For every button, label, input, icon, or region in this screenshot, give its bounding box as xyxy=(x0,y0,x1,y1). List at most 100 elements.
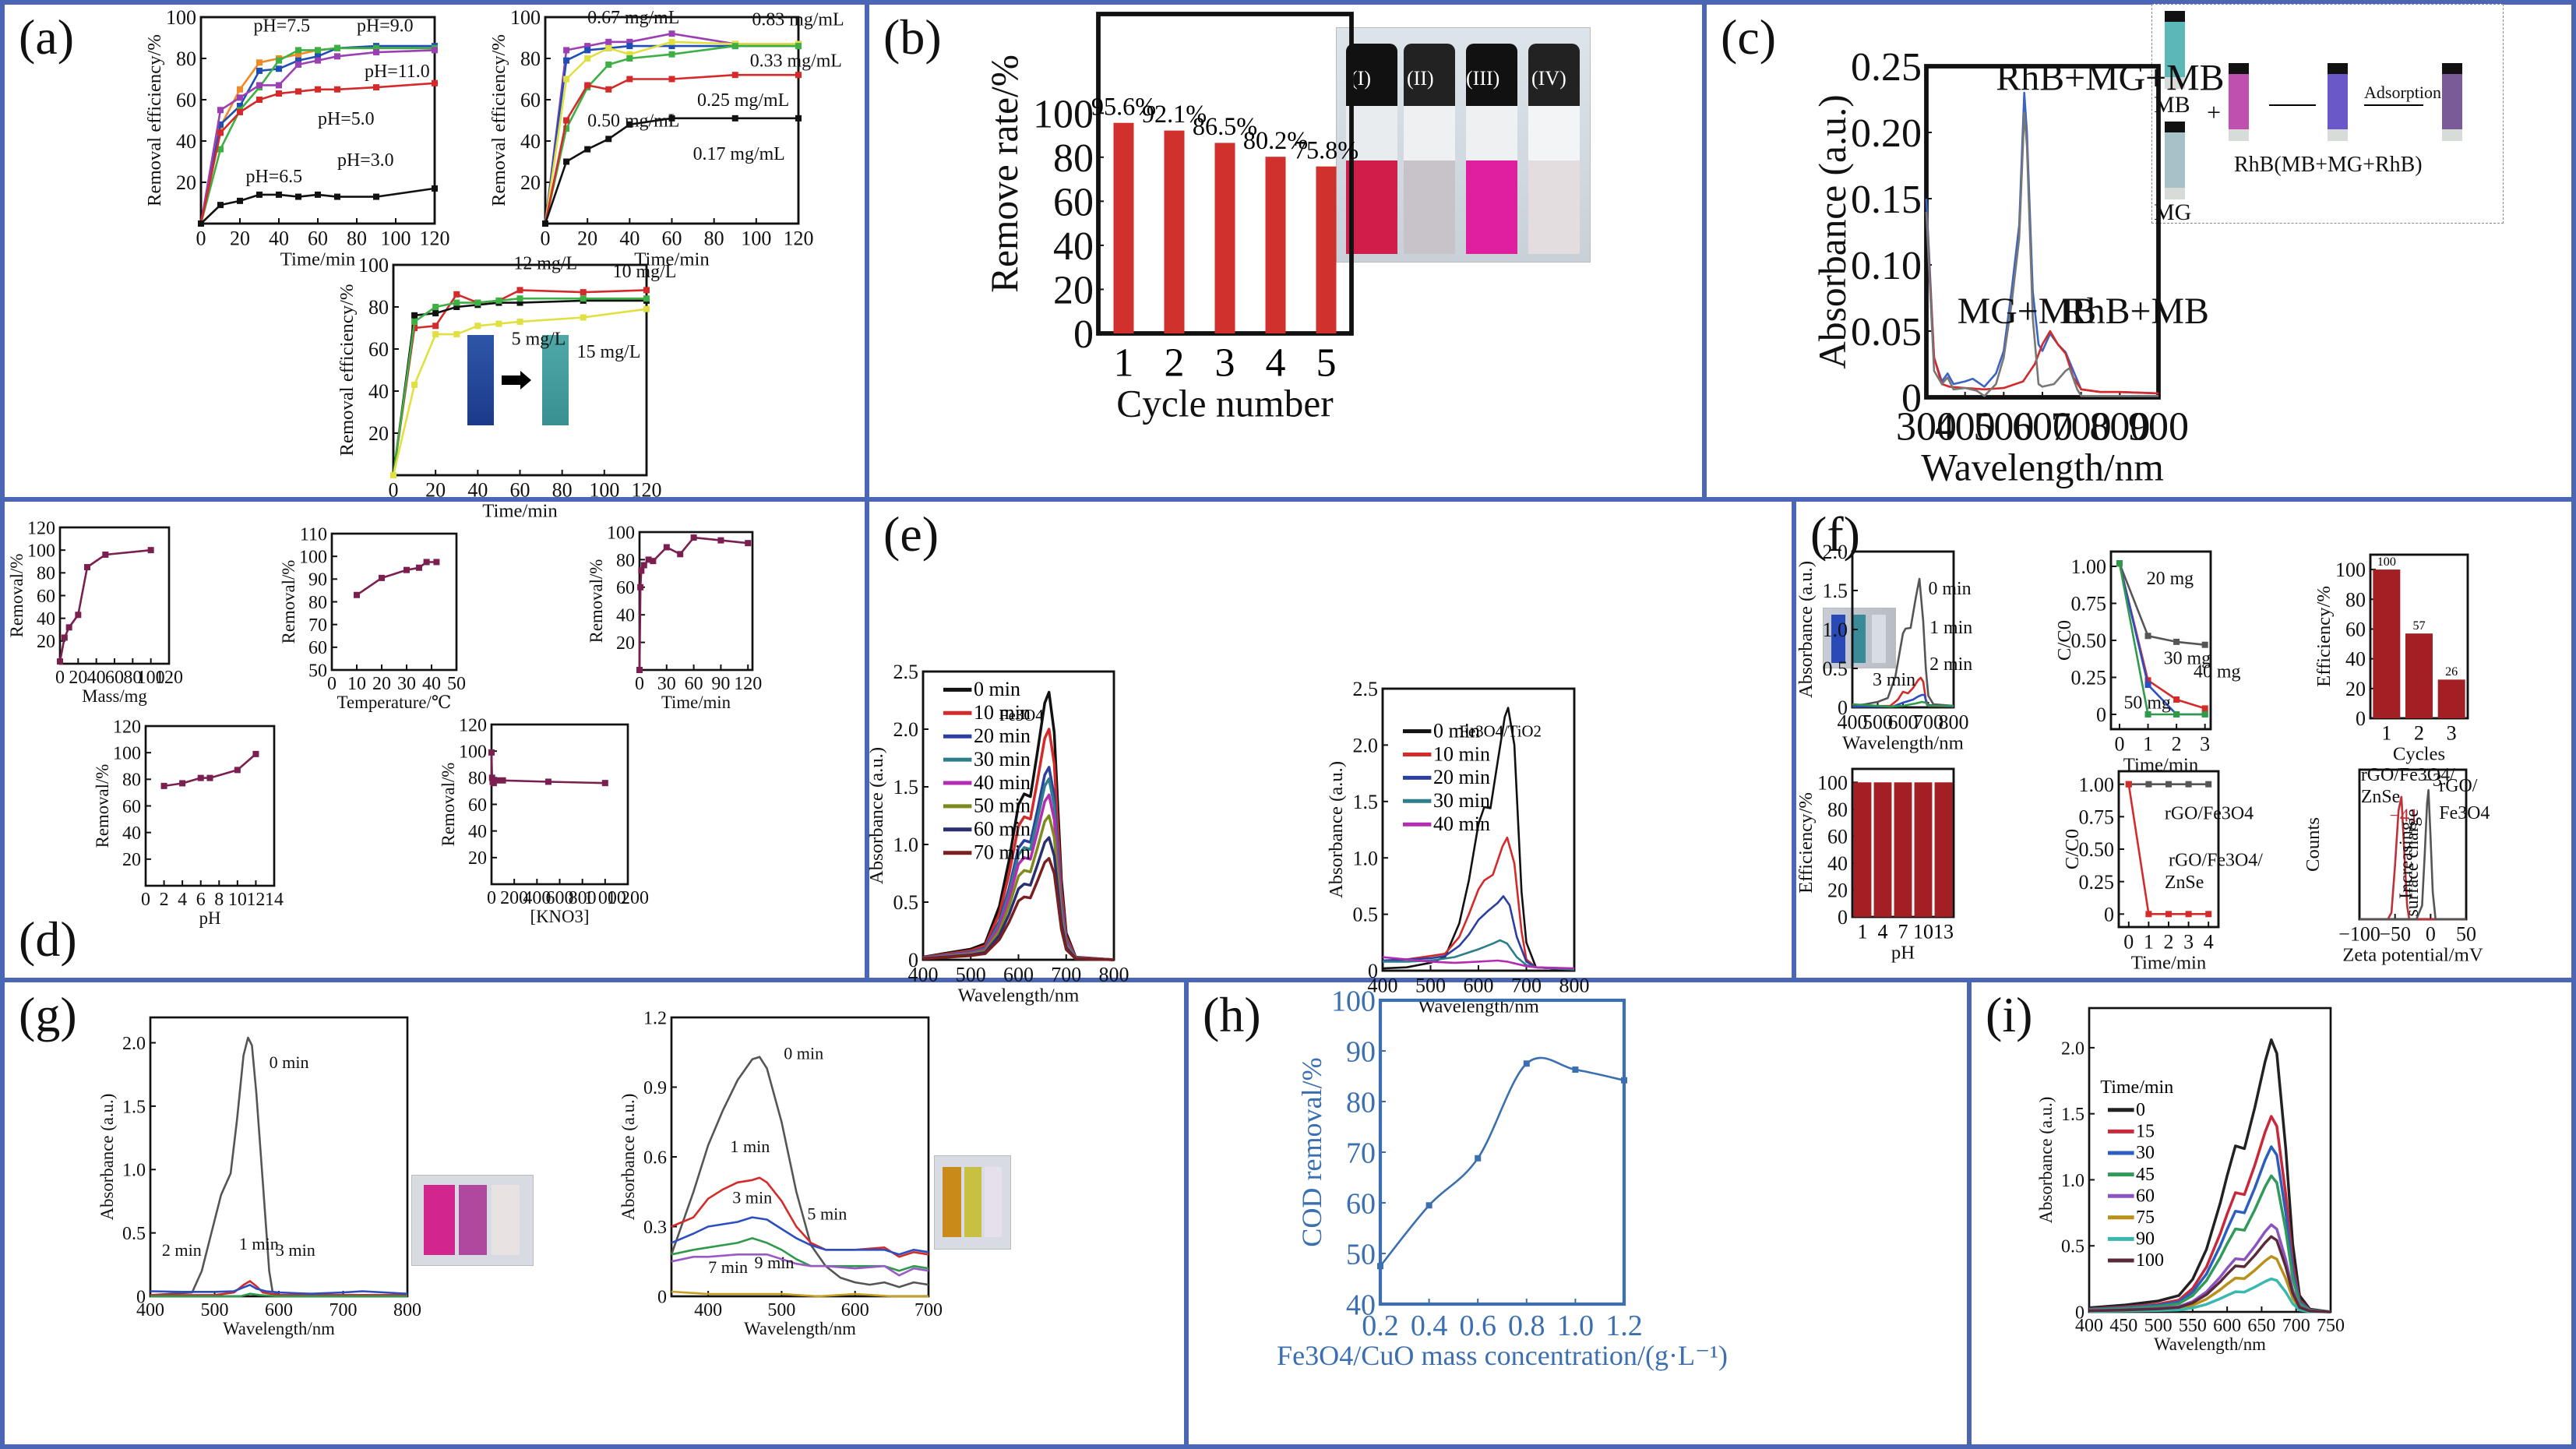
data-point xyxy=(237,108,243,115)
y-tick-label: 120 xyxy=(27,518,55,538)
bar xyxy=(2405,633,2433,718)
legend-label: 30 xyxy=(2136,1143,2155,1163)
y-tick-label: 0.9 xyxy=(643,1078,667,1098)
x-tick-label: 700 xyxy=(1913,710,1943,733)
y-tick-label: 0.5 xyxy=(2061,1237,2084,1257)
series-line xyxy=(922,857,1115,961)
x-tick-label: 30 xyxy=(397,674,416,694)
arrow-icon xyxy=(2364,104,2423,106)
data-point xyxy=(2145,911,2152,918)
plot-frame xyxy=(144,724,276,887)
y-tick-label: 0.5 xyxy=(1353,904,1379,926)
x-tick-label: 0 xyxy=(389,478,399,501)
y-tick-label: 100 xyxy=(1331,985,1376,1017)
data-point xyxy=(731,72,738,79)
data-point xyxy=(605,44,612,51)
data-point xyxy=(490,780,497,787)
data-point xyxy=(256,82,263,89)
x-tick-label: 800 xyxy=(393,1300,421,1320)
data-point xyxy=(256,191,263,198)
annotation: −3 xyxy=(2422,770,2441,791)
data-point xyxy=(2116,560,2123,567)
legend-label: 60 min xyxy=(974,818,1031,841)
x-tick-label: 50 xyxy=(2456,922,2476,945)
x-tick-label: 0 xyxy=(541,227,551,249)
series-line xyxy=(2118,562,2205,646)
data-point xyxy=(636,667,643,673)
bar-data-label: 75.8% xyxy=(1294,136,1358,164)
annotation: 1 min xyxy=(1929,618,1972,638)
series-line xyxy=(2088,1277,2331,1313)
bar xyxy=(1214,143,1235,333)
data-point xyxy=(516,287,523,294)
data-point xyxy=(453,291,460,298)
data-point xyxy=(432,331,439,338)
data-point xyxy=(516,299,523,306)
y-axis-label: Absorbance (a.u.) xyxy=(618,1094,638,1221)
annotation: RhB+MB xyxy=(2062,291,2209,332)
y-tick-label: 100 xyxy=(510,6,541,29)
y-tick-label: 40 xyxy=(616,606,635,626)
series-line xyxy=(164,753,257,788)
y-tick-label: 2.0 xyxy=(2061,1038,2084,1059)
x-tick-label: 60 xyxy=(308,227,328,249)
y-tick-label: 20 xyxy=(468,848,487,869)
data-point xyxy=(315,57,321,64)
bar xyxy=(1265,157,1286,333)
y-tick-label: 0 xyxy=(2096,703,2106,726)
x-tick-label: 0 xyxy=(327,674,337,694)
x-tick-label: 400 xyxy=(523,888,551,908)
y-tick-label: 1.5 xyxy=(1353,791,1379,813)
y-axis-label: C/C0 xyxy=(2054,620,2075,661)
y-tick-label: 0.5 xyxy=(122,1224,146,1244)
x-tick-label: 0 xyxy=(2426,922,2436,945)
data-point xyxy=(411,318,418,325)
chart-f4: 0 20 40 60 80 100 1 4 7 10 13 pH Efficiency/% xyxy=(1795,767,1955,963)
annotation: 1 min xyxy=(239,1234,279,1253)
data-point xyxy=(2144,711,2151,717)
annotation: 0.83 mg/mL xyxy=(752,10,844,30)
y-tick-label: 0 xyxy=(2075,1303,2084,1323)
data-point xyxy=(334,53,340,60)
data-point xyxy=(2144,682,2151,688)
x-tick-label: 0 xyxy=(635,674,644,694)
legend-label: 90 xyxy=(2136,1229,2155,1250)
chart-h1: 40 50 60 70 80 90 100 0.2 0.4 0.6 0.8 1.0 1.2Fe3O4/C… xyxy=(1277,985,1728,1371)
x-axis-label: Temperature/℃ xyxy=(337,693,452,712)
x-tick-label: 40 xyxy=(87,668,106,688)
x-tick-label: 10 xyxy=(228,890,247,910)
x-tick-label: 1.2 xyxy=(1605,1310,1643,1342)
x-tick-label: 0 xyxy=(196,227,206,249)
bar-data-label: 92.1% xyxy=(1142,100,1207,128)
annotation: rGO/Fe3O4/ xyxy=(2361,765,2455,785)
x-tick-label: 700 xyxy=(2282,1316,2310,1336)
x-tick-label: 8 xyxy=(214,890,224,910)
data-point xyxy=(563,57,570,64)
y-tick-label: 90 xyxy=(308,570,327,591)
x-tick-label: 400 xyxy=(908,963,939,985)
chart-title: Fe3O4/TiO2 xyxy=(1459,723,1542,741)
x-axis-label: Wavelength/nm xyxy=(1842,732,1964,753)
plot-frame xyxy=(638,531,754,672)
data-point xyxy=(2144,677,2151,684)
data-point xyxy=(563,76,570,83)
y-tick-label: 70 xyxy=(1346,1137,1376,1169)
bar xyxy=(2373,569,2401,718)
data-point xyxy=(217,107,224,114)
data-point xyxy=(563,117,570,124)
data-point xyxy=(495,297,502,304)
x-tick-label: 4 xyxy=(1878,920,1888,943)
x-tick-label: 120 xyxy=(155,668,183,688)
series-line xyxy=(199,47,435,224)
tube-mix xyxy=(2328,63,2348,141)
legend-label: 0 xyxy=(2136,1100,2145,1120)
data-point xyxy=(237,86,243,93)
y-tick-label: 110 xyxy=(300,524,327,545)
legend-label: 40 min xyxy=(1433,813,1490,835)
x-tick-label: 600 xyxy=(2012,405,2073,450)
